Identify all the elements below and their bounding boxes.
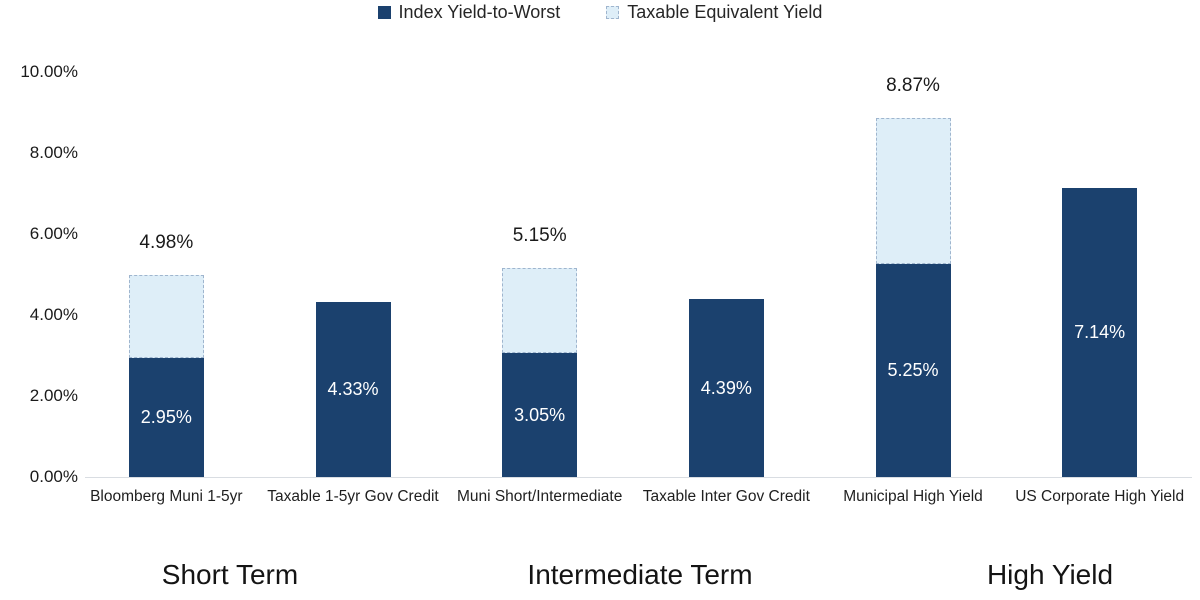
y-axis-tick-label: 4.00% [29,305,78,324]
y-axis-tick-label: 8.00% [29,143,78,162]
bar-segment-index-yield-to-worst: 2.95% [128,357,204,477]
x-axis-category-label: Muni Short/Intermediate [456,488,623,505]
legend-item-taxable-equivalent-yield: Taxable Equivalent Yield [606,2,822,23]
group-label-high-yield: High Yield [986,559,1114,590]
bar-segment-taxable-equivalent-yield [128,275,204,358]
legend-item-index-yield-to-worst: Index Yield-to-Worst [377,2,561,23]
group-label-short-term: Short Term [161,559,299,590]
bar-segment-index-yield-to-worst: 4.33% [315,301,391,477]
legend: Index Yield-to-Worst Taxable Equivalent … [0,2,1200,23]
bar-segment-index-yield-to-worst: 3.05% [502,353,578,477]
legend-label-taxable-equivalent-yield: Taxable Equivalent Yield [627,2,823,22]
x-axis-category-label: Taxable Inter Gov Credit [642,488,810,505]
x-axis-category-label: Bloomberg Muni 1-5yr [90,488,243,505]
bar-segment-taxable-equivalent-yield [502,268,578,354]
legend-label-index-yield-to-worst: Index Yield-to-Worst [398,2,561,22]
legend-swatch-light-icon [606,6,620,19]
legend-swatch-dark-icon [377,6,391,19]
bar-total-label: 5.15% [512,225,567,247]
x-axis-category-label: Taxable 1-5yr Gov Credit [267,488,439,505]
y-axis-tick-label: 0.00% [29,467,78,486]
x-axis-line [85,477,1192,478]
bar-segment-index-yield-to-worst: 7.14% [1062,187,1138,477]
x-axis-category-label: US Corporate High Yield [1015,488,1185,505]
group-label-intermediate-term: Intermediate Term [527,559,753,590]
y-axis-tick-label: 6.00% [29,224,78,243]
y-axis-tick-label: 10.00% [20,62,78,81]
bar-segment-index-yield-to-worst: 4.39% [688,299,764,477]
y-axis-tick-label: 2.00% [29,386,78,405]
bar-segment-taxable-equivalent-yield [875,117,951,265]
bar-total-label: 8.87% [886,74,940,96]
bar-segment-index-yield-to-worst: 5.25% [875,264,951,477]
x-axis-category-label: Municipal High Yield [843,488,983,505]
bar-total-label: 4.98% [139,232,194,254]
